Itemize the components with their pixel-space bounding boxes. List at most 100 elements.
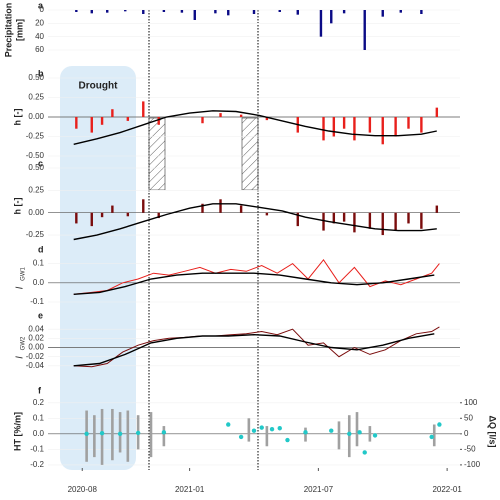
bar — [75, 10, 78, 12]
point — [251, 428, 257, 433]
range-bar — [355, 412, 359, 447]
bar — [90, 212, 93, 227]
bar — [381, 212, 384, 236]
point — [372, 433, 378, 438]
point — [269, 426, 275, 432]
y-axis-label: I GW1 — [15, 267, 27, 290]
point — [429, 434, 434, 440]
bar — [353, 117, 356, 141]
y-tick-label: -0.02 — [26, 352, 45, 361]
y-tick-label: 0.0 — [33, 278, 45, 287]
y-tick-label: -0.25 — [26, 230, 45, 239]
y2-tick-label: 100 — [464, 398, 478, 407]
bar — [162, 10, 166, 12]
panel-label: c — [38, 158, 43, 168]
bar — [319, 10, 323, 37]
panel-label: e — [38, 310, 43, 320]
y-tick-label: -0.1 — [30, 444, 44, 453]
bar — [322, 212, 325, 231]
bar — [201, 203, 204, 213]
y2-tick-label: -100 — [464, 460, 481, 469]
panel-label: d — [38, 244, 44, 254]
range-bar — [337, 421, 341, 450]
drought-band — [60, 66, 136, 470]
y-axis-label-sub: GW2 — [21, 336, 27, 350]
y-axis-label: h [-] — [12, 109, 22, 126]
bar — [330, 10, 333, 24]
y-axis-label: HT [%/m] — [12, 412, 22, 451]
y-tick-label: 0.00 — [28, 208, 44, 217]
hatch — [241, 117, 259, 191]
point — [277, 426, 282, 431]
point — [117, 431, 123, 437]
y-tick-label: 0.25 — [28, 185, 44, 194]
bar — [142, 10, 145, 14]
range-bar — [85, 410, 88, 462]
y-tick-label: 0.25 — [28, 93, 44, 102]
y-tick-label: 0.02 — [28, 333, 44, 342]
panel-label: a — [38, 0, 44, 10]
bar — [106, 10, 109, 13]
bar — [239, 114, 243, 117]
bar — [100, 117, 104, 125]
line — [73, 203, 437, 241]
range-bar — [304, 427, 307, 442]
bar — [142, 199, 145, 213]
bar — [342, 10, 346, 14]
y-tick-label: -0.1 — [30, 297, 44, 306]
bar — [100, 212, 104, 218]
point — [285, 437, 290, 443]
bar — [193, 10, 196, 20]
line — [73, 326, 440, 368]
y-tick-label: 0.50 — [28, 163, 44, 172]
y2-axis-label: ΔQ [l/s] — [488, 416, 498, 448]
bar — [322, 117, 325, 141]
line — [73, 333, 435, 367]
bar — [296, 212, 299, 227]
bar — [219, 113, 222, 117]
range-bar — [126, 410, 130, 462]
bar — [75, 212, 78, 224]
bar — [227, 10, 230, 16]
bar — [180, 10, 184, 13]
bar — [219, 199, 222, 213]
y-tick-label: 20 — [35, 18, 44, 27]
bar — [278, 10, 281, 12]
x-tick-label: 2021-07 — [304, 485, 334, 494]
range-bar — [149, 412, 153, 458]
bar — [420, 117, 423, 133]
bar — [420, 10, 423, 14]
bar — [381, 10, 384, 17]
bar — [368, 117, 372, 133]
panel-label: b — [38, 68, 44, 78]
bar — [201, 117, 204, 124]
range-bar — [93, 415, 96, 458]
point — [303, 430, 308, 435]
y-axis-label: [mm] — [14, 19, 24, 41]
bar — [75, 117, 78, 129]
bar — [157, 117, 160, 125]
bar — [111, 205, 114, 213]
bar — [407, 212, 410, 224]
y-axis-label-main: I — [15, 356, 26, 359]
y-tick-label: 0.00 — [28, 112, 44, 121]
y-tick-label: 0.1 — [33, 259, 45, 268]
y-tick-label: 0.04 — [28, 324, 44, 333]
bar — [342, 117, 346, 129]
y-tick-label: -0.2 — [30, 460, 44, 469]
y-tick-label: -0.25 — [26, 132, 45, 141]
range-bar — [100, 408, 104, 465]
bar — [353, 212, 356, 233]
range-bar — [111, 408, 114, 461]
range-bar — [162, 426, 166, 447]
point — [347, 431, 352, 437]
line — [73, 272, 435, 295]
point — [437, 422, 442, 427]
point — [226, 422, 231, 427]
x-tick-label: 2021-01 — [175, 485, 205, 494]
bar — [265, 212, 269, 216]
y-tick-label: 40 — [35, 32, 44, 41]
y-tick-label: 0.1 — [33, 413, 45, 422]
bar — [90, 10, 93, 14]
